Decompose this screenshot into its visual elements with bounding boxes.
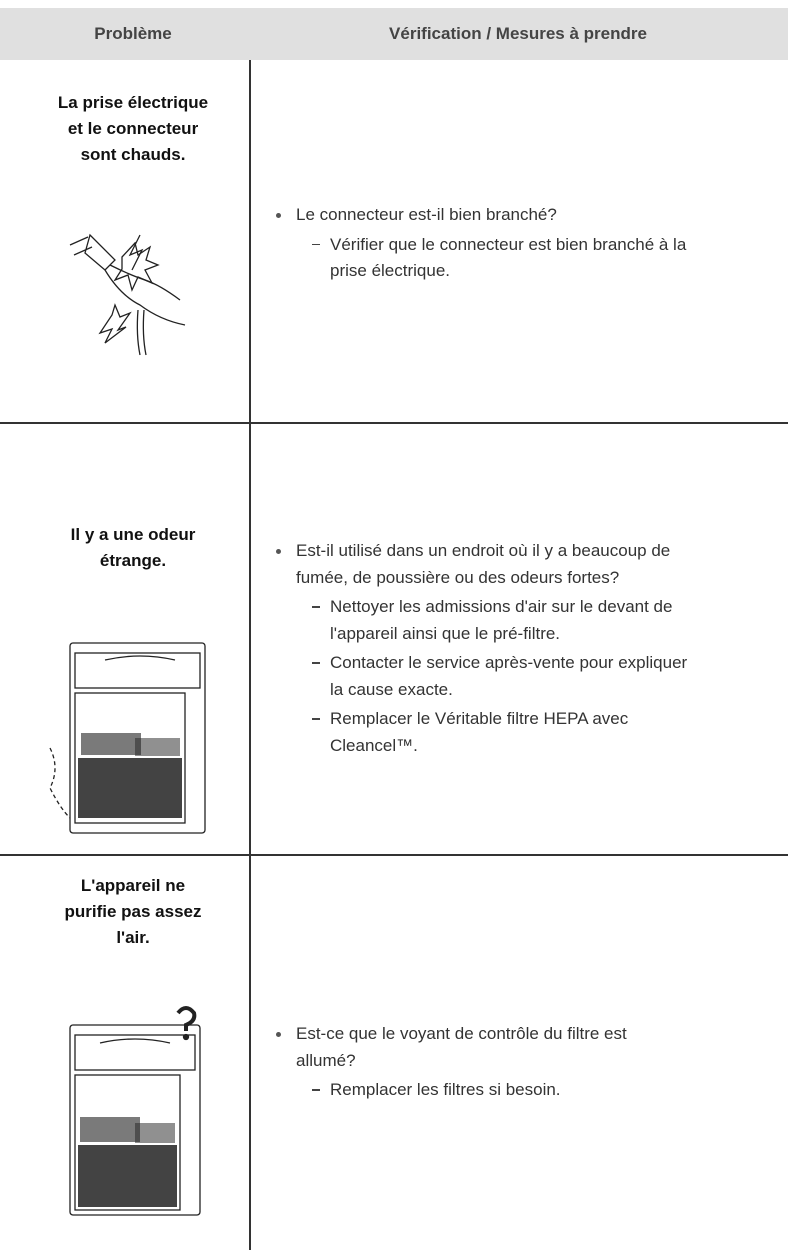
check-action: Vérifier que le connecteur est bien bran… [330, 234, 687, 254]
problem-text: La prise électrique [57, 93, 209, 112]
check-action: la cause exacte. [330, 679, 453, 699]
problem-text: purifie pas assez [64, 902, 202, 921]
dash [312, 718, 320, 720]
column-header: Problème [94, 24, 172, 43]
check-action: Cleancel™. [330, 735, 418, 755]
bullet [276, 213, 281, 218]
purifier-question-illustration [69, 1006, 201, 1216]
bullet [276, 549, 281, 554]
check-action: Nettoyer les admissions d'air sur le dev… [330, 597, 673, 616]
check-question: fumée, de poussière ou des odeurs fortes… [296, 567, 620, 587]
problem-text: l'air. [116, 928, 150, 947]
column-header: Vérification / Mesures à prendre [389, 24, 647, 43]
check-action: Remplacer les filtres si besoin. [330, 1080, 561, 1099]
problem-text: Il y a une odeur [70, 525, 196, 544]
row-separator [0, 854, 788, 856]
check-action: l'appareil ainsi que le pré-filtre. [330, 623, 561, 643]
bullet [276, 1032, 281, 1037]
plug-illustration [69, 233, 186, 356]
problem-text: et le connecteur [67, 119, 199, 138]
problem-text: L'appareil ne [80, 876, 186, 895]
dash [312, 1089, 320, 1091]
dash [312, 662, 320, 664]
check-question: Est-ce que le voyant de contrôle du filt… [296, 1024, 627, 1043]
problem-text: étrange. [99, 551, 167, 570]
problem-text: sont chauds. [80, 145, 186, 164]
header-band [0, 8, 788, 60]
check-question: Le connecteur est-il bien branché? [296, 205, 557, 224]
dash [312, 606, 320, 608]
check-question: Est-il utilisé dans un endroit où il y a… [296, 541, 671, 560]
check-action: Contacter le service après-vente pour ex… [330, 653, 688, 672]
check-action: Remplacer le Véritable filtre HEPA avec [330, 709, 629, 728]
row-separator [0, 422, 788, 424]
purifier-illustration [49, 642, 206, 834]
dash [312, 243, 320, 245]
check-action: prise électrique. [330, 261, 451, 280]
check-question: allumé? [296, 1050, 356, 1070]
column-divider [249, 60, 251, 1250]
